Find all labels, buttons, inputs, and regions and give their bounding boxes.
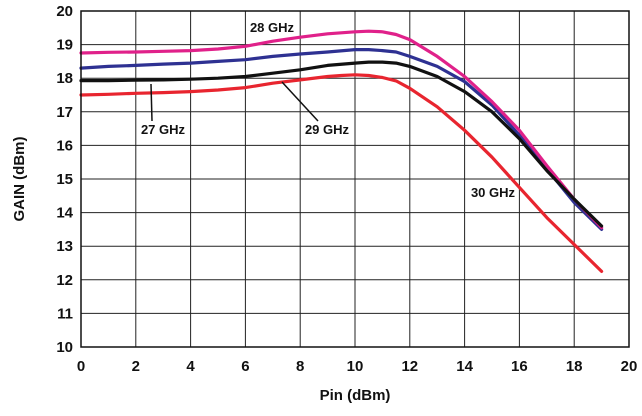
series-line-28-ghz: [79, 29, 604, 230]
annotation-label-1: 27 GHz: [141, 122, 186, 137]
y-tick-label-4: 14: [56, 205, 73, 222]
x-axis-title: Pin (dBm): [320, 387, 391, 404]
annotation-leader-2: [281, 81, 319, 122]
y-axis-title: GAIN (dBm): [11, 137, 28, 222]
x-tick-label-10: 20: [621, 358, 638, 375]
x-tick-label-0: 0: [77, 358, 85, 375]
annotation-label-3: 30 GHz: [471, 185, 516, 200]
y-tick-label-2: 12: [56, 272, 73, 289]
grid: [80, 10, 630, 348]
y-tick-label-9: 19: [56, 37, 73, 54]
x-tick-label-4: 8: [296, 358, 304, 375]
y-tick-label-3: 13: [56, 238, 73, 255]
series-line-27-ghz: [79, 48, 604, 231]
y-tick-label-0: 10: [56, 339, 73, 356]
x-tick-label-7: 14: [456, 358, 473, 375]
x-tick-label-6: 12: [401, 358, 418, 375]
x-tick-label-3: 6: [241, 358, 249, 375]
y-tick-labels: 10 11 12 13 14 15 16 17 18 19 20: [56, 3, 73, 356]
x-tick-label-5: 10: [347, 358, 364, 375]
y-tick-label-6: 16: [56, 137, 73, 154]
series-lines: [79, 29, 604, 273]
x-tick-label-8: 16: [511, 358, 528, 375]
series-line-29-ghz: [79, 60, 604, 228]
x-tick-label-9: 18: [566, 358, 583, 375]
y-tick-label-7: 17: [56, 104, 73, 121]
annotation-leader-1: [150, 83, 153, 122]
y-tick-label-10: 20: [56, 3, 73, 20]
plot-frame: [80, 10, 630, 348]
x-tick-labels: 0 2 4 6 8 10 12 14 16 18 20: [77, 358, 638, 375]
y-tick-label-8: 18: [56, 70, 73, 87]
y-tick-label-1: 11: [57, 305, 73, 322]
annotation-label-2: 29 GHz: [305, 122, 350, 137]
x-tick-label-2: 4: [186, 358, 195, 375]
y-tick-label-5: 15: [56, 171, 73, 188]
x-tick-label-1: 2: [132, 358, 140, 375]
series-line-30-ghz: [79, 73, 604, 273]
series-annotations: 28 GHz 27 GHz 29 GHz 30 GHz: [141, 20, 516, 200]
annotation-label-0: 28 GHz: [250, 20, 295, 35]
